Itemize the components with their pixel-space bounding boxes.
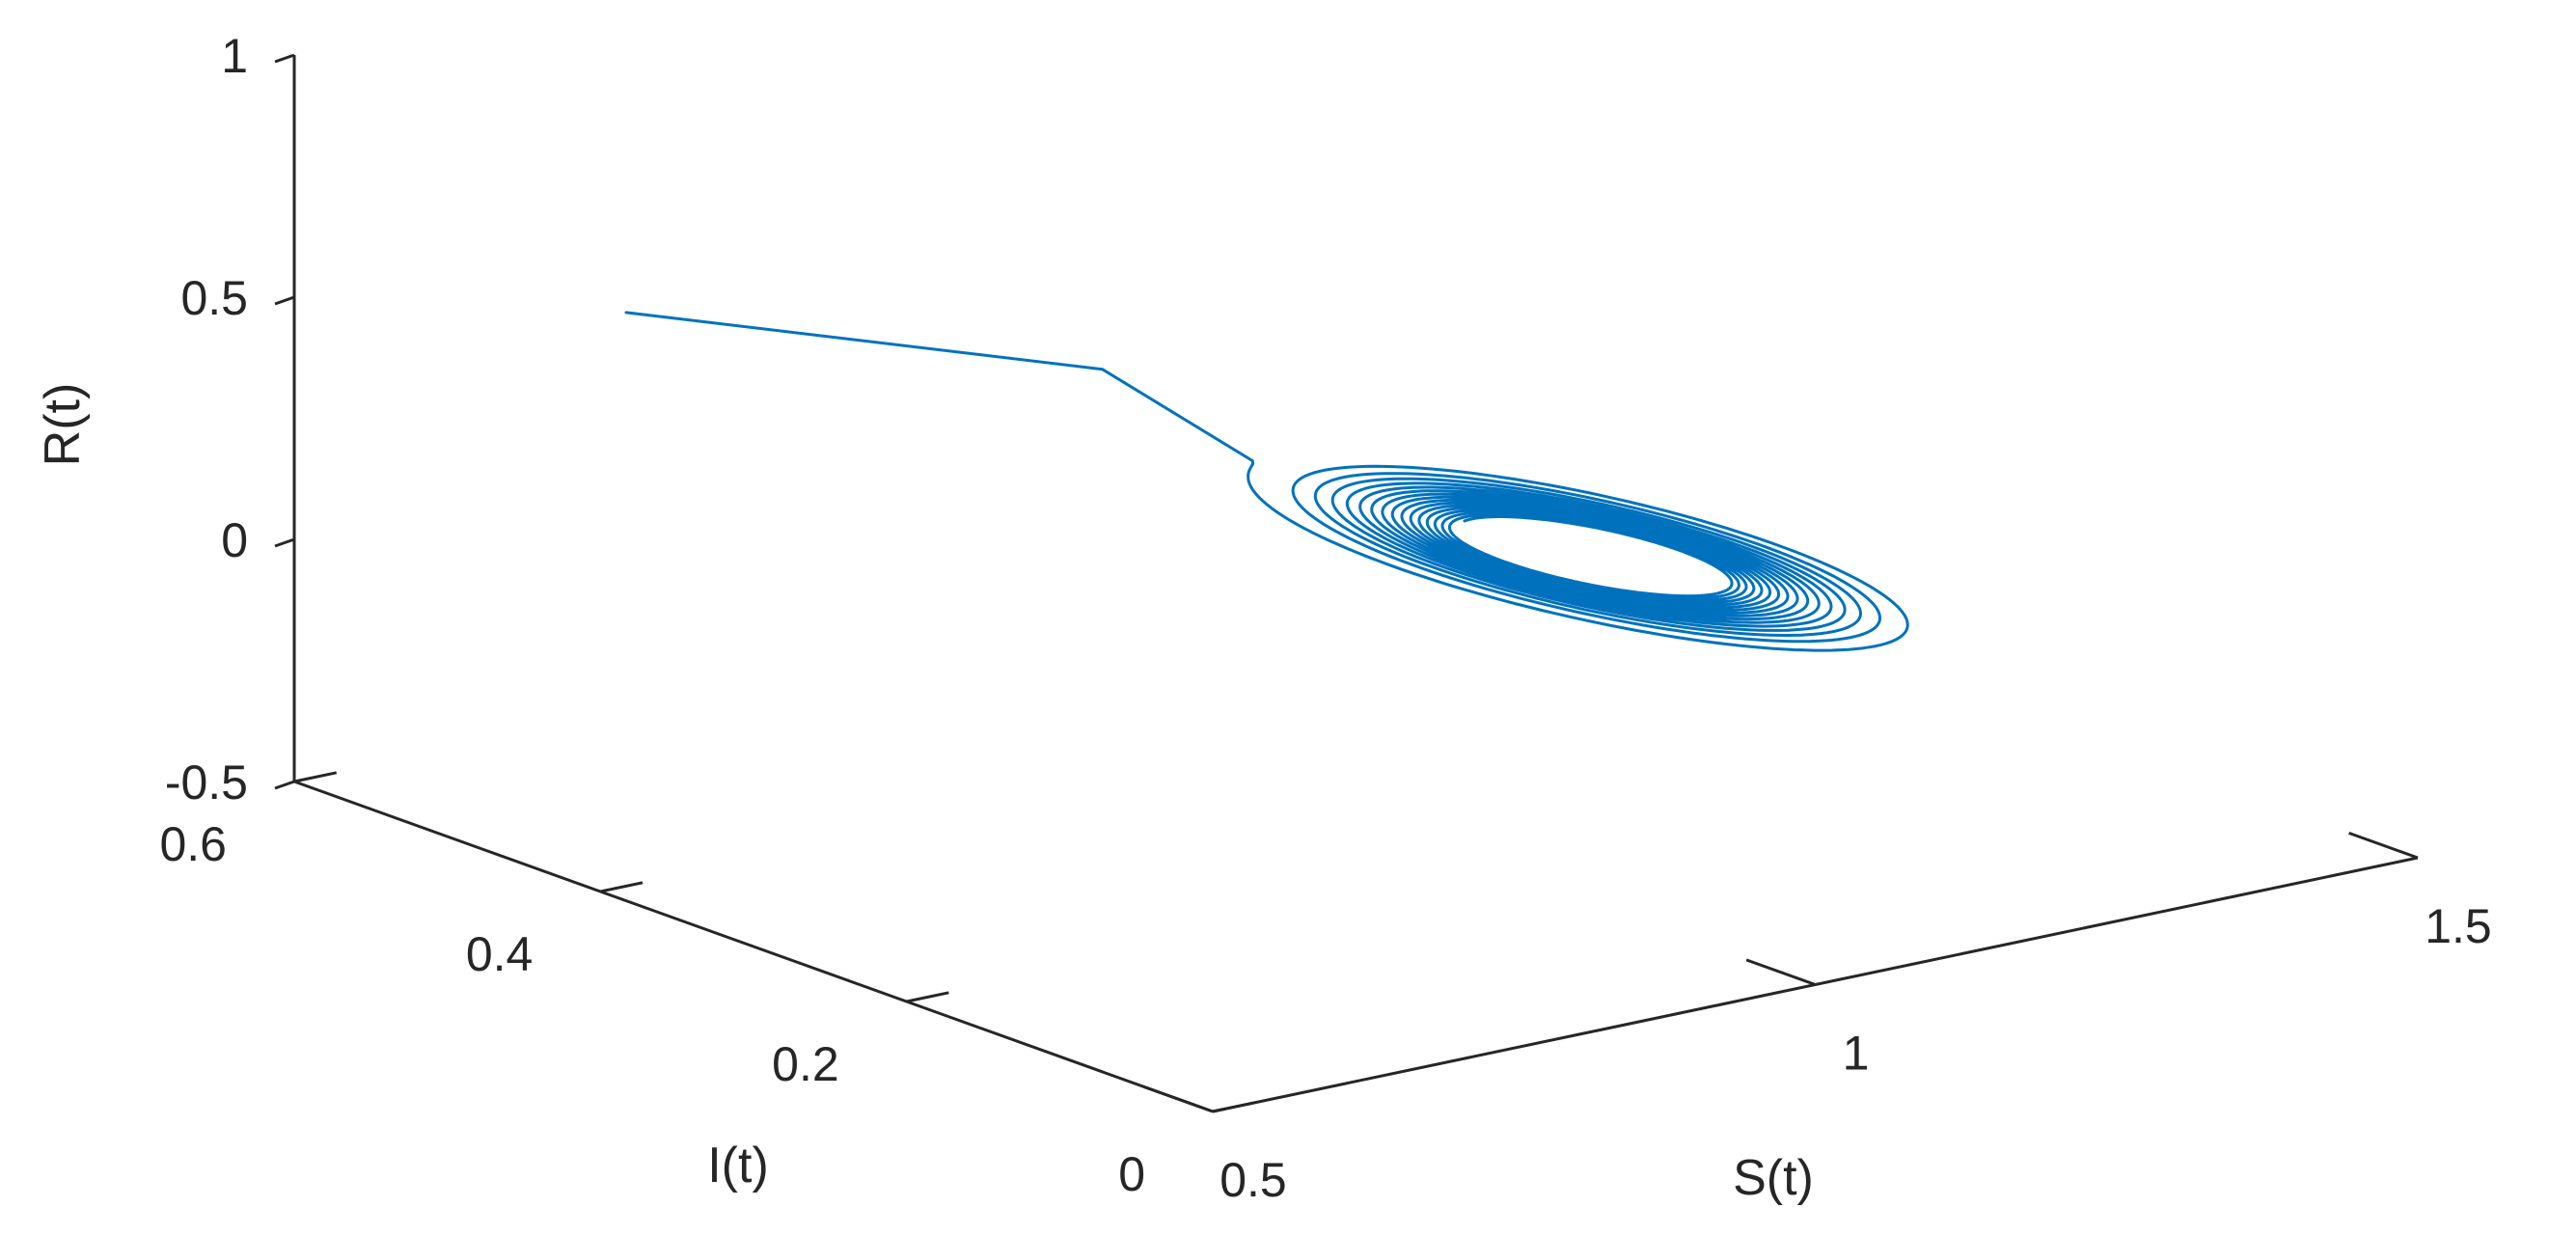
z-axis-title: R(t) [35,383,91,467]
z-tick-mark [274,53,295,64]
series-group [624,311,1909,652]
tick-labels-group: 0.5 1 1.5 0 0.2 0.4 0.6 -0.5 0 0.5 1 [159,29,2491,1207]
series-trajectory [624,311,1909,652]
y-tick-label: 0.4 [466,927,534,981]
y-tick-mark [600,881,644,893]
y-tick-label: 0 [1118,1147,1145,1201]
ticks-group [274,53,2419,1113]
y-axis-line [293,780,1214,1113]
z-tick-label: 0.5 [180,271,248,325]
x-tick-label: 1 [1843,1027,1870,1081]
z-tick-mark [274,537,295,548]
y-axis-title: I(t) [707,1138,769,1194]
x-tick-mark [1745,958,1817,986]
x-tick-label: 1.5 [2425,899,2492,953]
x-tick-mark [2348,831,2419,860]
z-tick-mark [274,295,295,306]
z-tick-label: 0 [221,513,248,567]
x-tick-mark [1143,1084,1214,1113]
y-tick-mark [906,991,949,1003]
y-tick-mark [293,771,338,783]
y-tick-label: 0.6 [159,817,227,871]
y-tick-mark [1212,1101,1256,1113]
z-tick-mark [274,780,295,790]
y-tick-label: 0.2 [772,1037,839,1091]
axes-group [292,55,2419,1113]
z-tick-label: 1 [221,29,248,83]
x-axis-title: S(t) [1733,1150,1814,1206]
x-tick-label: 0.5 [1219,1153,1287,1207]
z-tick-label: -0.5 [165,755,248,810]
